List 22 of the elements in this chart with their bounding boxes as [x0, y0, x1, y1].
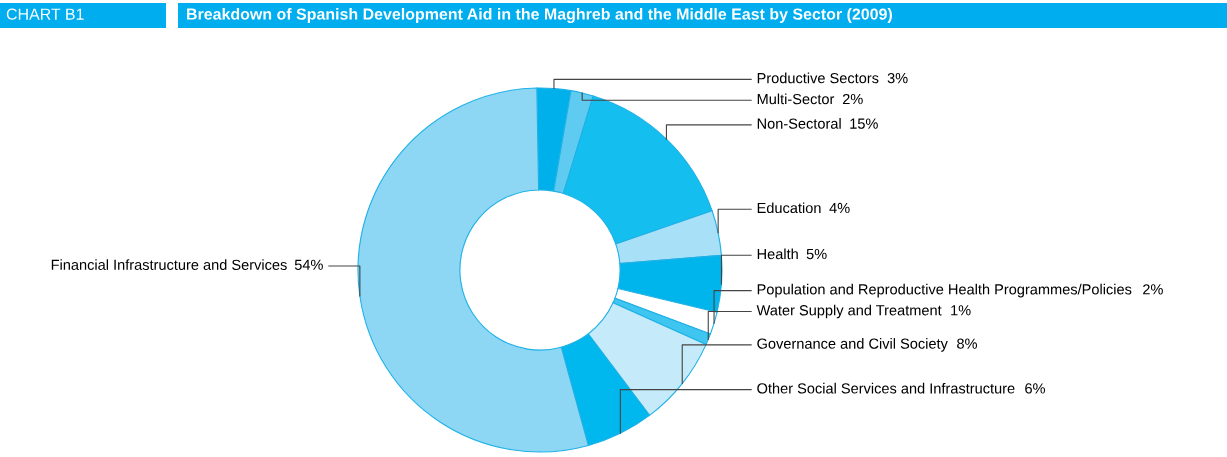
slice-label: Health: [757, 248, 798, 260]
slice-label: Population and Reproductive Health Programmes/Policies: [757, 283, 1132, 298]
data-label: 15%: [850, 118, 878, 129]
chart-title: Breakdown of Spanish Development Aid in the Maghreb and the Middle East by Sector (2009): [187, 8, 892, 23]
data-label: 6%: [1025, 383, 1046, 394]
slice-label: Financial Infrastructure and Services: [51, 259, 287, 270]
slice-label: Multi-Sector: [757, 93, 835, 105]
data-label: 8%: [957, 338, 978, 349]
data-label: 5%: [806, 248, 827, 260]
slice-label: Governance and Civil Society: [757, 338, 948, 352]
slice-label: Productive Sectors: [757, 72, 879, 84]
caption: CHART B1: [6, 8, 84, 20]
data-label: 2%: [842, 93, 863, 105]
slice-label: Water Supply and Treatment: [756, 304, 942, 319]
data-label: 2%: [1143, 284, 1163, 295]
data-label: 4%: [829, 202, 850, 214]
slice-label: Non-Sectoral: [757, 118, 841, 129]
slice-label: Education: [757, 202, 821, 214]
slice-label: Other Social Services and Infrastructure: [757, 382, 1015, 394]
data-label: 54%: [294, 259, 323, 270]
data-label: 3%: [887, 72, 908, 84]
data-label: 1%: [951, 305, 971, 316]
